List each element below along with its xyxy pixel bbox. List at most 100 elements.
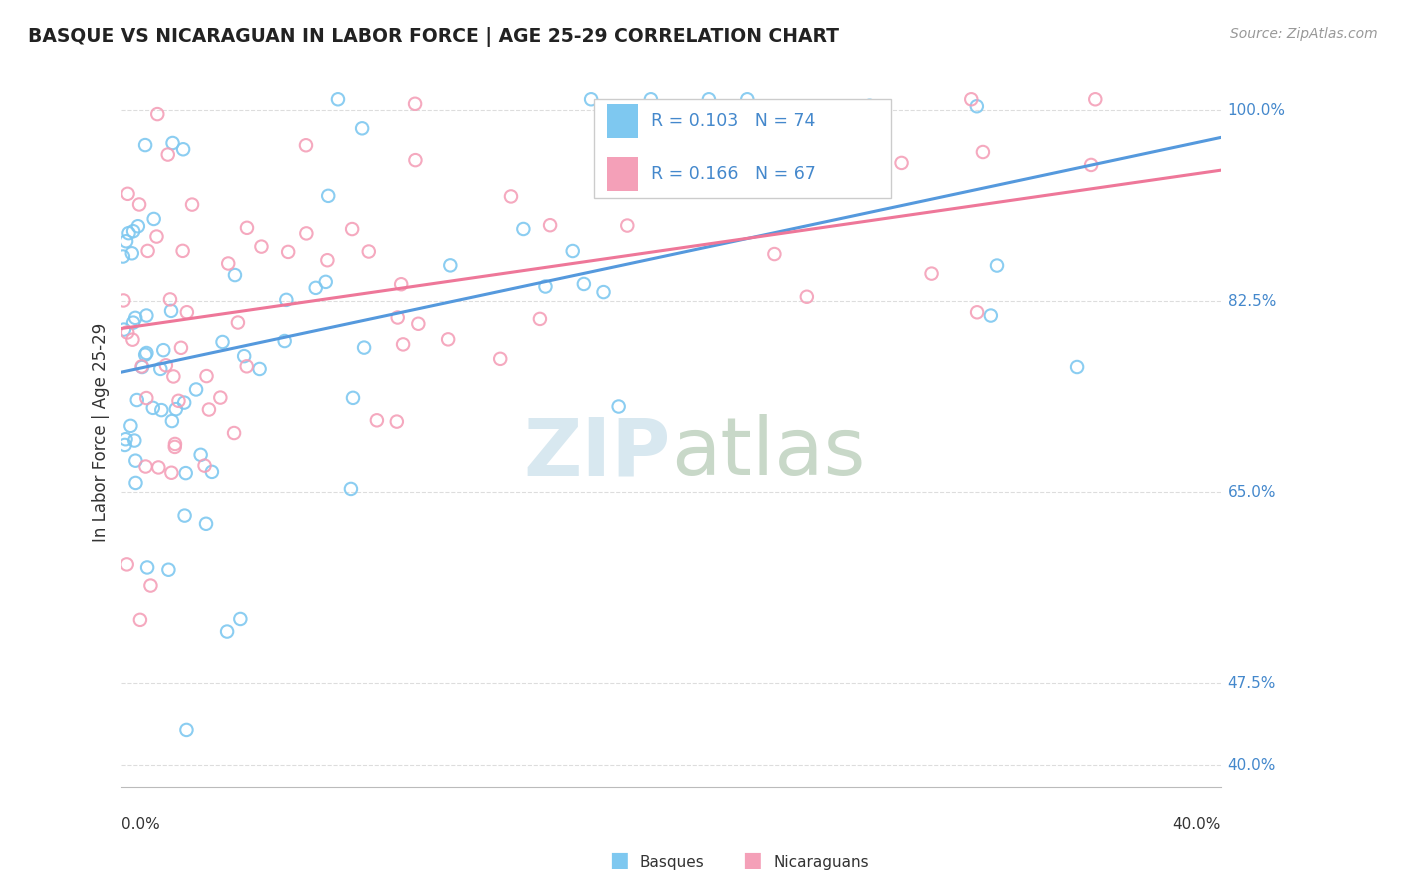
Point (366, 413, 388, 427)
Point (538, 218, 561, 232)
Point (890, 156, 912, 170)
Point (236, 220, 259, 235)
Point (222, 425, 245, 440)
Point (162, 369, 184, 384)
Point (136, 560, 159, 574)
Point (966, 305, 988, 319)
Point (249, 362, 271, 376)
Point (150, 403, 173, 417)
Point (198, 402, 221, 417)
Point (160, 466, 183, 480)
Point (439, 258, 461, 272)
Point (233, 349, 256, 363)
Point (134, 459, 156, 474)
Point (145, 229, 167, 244)
Point (340, 482, 363, 496)
Point (129, 613, 152, 627)
Point (921, 267, 943, 281)
Point (173, 395, 195, 409)
Point (357, 244, 380, 259)
Point (340, 222, 363, 236)
Point (131, 359, 153, 374)
Point (156, 147, 179, 161)
Point (201, 465, 224, 479)
Point (128, 197, 150, 211)
Point (127, 219, 149, 234)
Point (1066, 359, 1088, 374)
Point (437, 332, 460, 346)
Point (176, 305, 198, 319)
Text: ■: ■ (609, 850, 628, 870)
Point (671, 133, 693, 147)
Point (122, 224, 145, 238)
Point (226, 316, 249, 330)
Point (224, 268, 246, 282)
Point (124, 310, 146, 325)
Point (195, 516, 218, 531)
Point (193, 458, 215, 473)
Point (986, 259, 1008, 273)
Point (184, 383, 207, 397)
Point (387, 310, 409, 325)
Point (315, 275, 337, 289)
Point (211, 334, 233, 349)
Text: Basques: Basques (640, 855, 704, 870)
Point (305, 281, 328, 295)
Point (316, 189, 339, 203)
Point (117, 226, 139, 240)
Point (353, 341, 375, 355)
Point (120, 418, 142, 433)
Point (534, 279, 557, 293)
Point (124, 434, 146, 448)
Point (112, 322, 135, 336)
Point (173, 508, 195, 523)
Point (142, 401, 165, 415)
Point (112, 293, 135, 308)
Point (172, 244, 194, 258)
Point (117, 186, 139, 201)
Point (529, 312, 551, 326)
Bar (607, 103, 638, 137)
Point (352, 121, 374, 136)
Point (174, 466, 197, 480)
Text: R = 0.166   N = 67: R = 0.166 N = 67 (651, 165, 815, 183)
Point (115, 234, 138, 248)
Point (115, 326, 138, 340)
Point (125, 392, 148, 407)
Point (489, 351, 512, 366)
Point (111, 250, 134, 264)
Point (616, 219, 638, 233)
Text: 40.0%: 40.0% (1227, 757, 1275, 772)
Point (148, 460, 170, 475)
Point (155, 359, 177, 373)
Point (389, 277, 412, 292)
Point (404, 96, 426, 111)
Point (295, 227, 318, 241)
Point (640, 92, 662, 106)
Point (217, 256, 239, 270)
Point (1084, 92, 1107, 106)
FancyBboxPatch shape (595, 99, 891, 198)
Point (392, 337, 415, 351)
Point (190, 448, 212, 462)
Point (737, 92, 759, 106)
Point (295, 138, 318, 153)
Point (607, 400, 630, 414)
Text: Nicaraguans: Nicaraguans (773, 855, 869, 870)
Point (229, 612, 252, 626)
Point (167, 393, 190, 408)
Point (592, 285, 614, 299)
Point (404, 153, 426, 168)
Point (160, 414, 183, 428)
Point (342, 391, 364, 405)
Point (114, 432, 136, 446)
Text: 47.5%: 47.5% (1227, 675, 1275, 690)
Point (217, 624, 239, 639)
Text: R = 0.103   N = 74: R = 0.103 N = 74 (651, 112, 815, 129)
Point (163, 440, 186, 454)
Text: Source: ZipAtlas.com: Source: ZipAtlas.com (1230, 27, 1378, 41)
Text: ZIP: ZIP (524, 415, 671, 492)
Point (385, 415, 408, 429)
Point (1080, 158, 1102, 172)
Point (149, 362, 172, 376)
